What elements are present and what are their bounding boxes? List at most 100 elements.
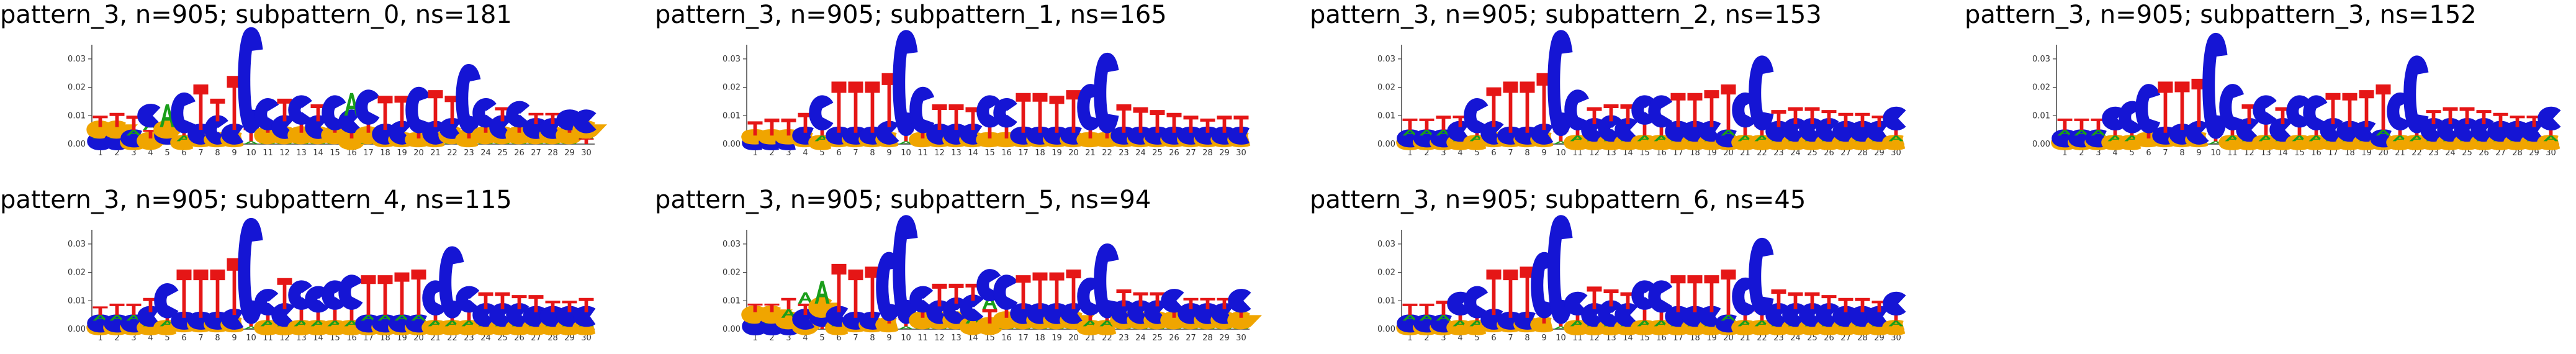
x-tick-label: 7 — [198, 334, 203, 343]
glyph-c — [1570, 298, 1583, 309]
glyph-t — [1637, 118, 1652, 136]
glyph-c — [1587, 124, 1600, 135]
x-tick-label: 24 — [1790, 334, 1801, 343]
x-tick-label: 26 — [1169, 334, 1179, 343]
glyph-c — [2158, 133, 2171, 138]
glyph-t — [865, 81, 880, 133]
x-tick-label: 11 — [2227, 148, 2238, 158]
x-tick-label: 7 — [198, 148, 203, 158]
glyph-t — [2443, 107, 2458, 124]
glyph-a — [160, 104, 175, 127]
glyph-g — [109, 127, 123, 132]
x-tick-label: 5 — [1474, 148, 1479, 158]
glyph-a — [109, 315, 125, 321]
glyph-c — [462, 70, 474, 127]
x-tick-label: 2 — [769, 148, 774, 158]
glyph-t — [2359, 90, 2374, 127]
glyph-g — [1233, 317, 1247, 323]
glyph-c — [2225, 90, 2238, 124]
sequence-logo-chart: 0.000.010.020.031 2 3 4 5 6 7 8 9 10 11 12 13 14 15 16 1… — [723, 216, 1263, 343]
glyph-c — [1420, 135, 1432, 141]
x-tick-label: 16 — [346, 334, 357, 343]
glyph-t — [1855, 112, 1870, 127]
logo-panel-subpattern-1: pattern_3, n=905; subpattern_1, ns=165 0… — [655, 0, 1300, 168]
glyph-c — [127, 320, 139, 326]
x-tick-label: 19 — [1706, 334, 1717, 343]
glyph-c — [1537, 258, 1549, 312]
glyph-t — [210, 98, 225, 122]
y-tick-label: 0.02 — [68, 83, 86, 93]
glyph-c — [1470, 293, 1482, 312]
glyph-c — [512, 107, 525, 122]
glyph-c — [1537, 130, 1549, 138]
x-tick-label: 10 — [1556, 334, 1566, 343]
x-tick-label: 26 — [1169, 148, 1179, 158]
glyph-c — [1604, 306, 1616, 320]
glyph-c — [479, 309, 491, 320]
glyph-c — [2309, 101, 2322, 124]
glyph-c — [2477, 124, 2489, 135]
glyph-c — [311, 293, 323, 307]
sequence-logo-chart: 0.000.010.020.031 2 3 4 5 6 7 8 9 10 11 12 13 14 15 16 1… — [1377, 216, 1918, 343]
x-tick-label: 4 — [803, 334, 808, 343]
glyph-t — [764, 118, 780, 136]
y-tick-label: 0.03 — [1377, 240, 1395, 249]
x-tick-label: 26 — [1824, 334, 1834, 343]
glyph-t — [1654, 121, 1669, 136]
x-tick-label: 2 — [114, 334, 119, 343]
glyph-g — [814, 303, 828, 312]
glyph-c — [428, 127, 441, 138]
glyph-t — [831, 81, 847, 133]
x-tick-label: 13 — [296, 334, 307, 343]
x-tick-label: 2 — [1424, 148, 1429, 158]
x-tick-label: 27 — [2495, 148, 2506, 158]
x-tick-label: 20 — [1068, 148, 1079, 158]
glyph-c — [1637, 101, 1650, 118]
glyph-c — [832, 133, 844, 138]
glyph-t — [126, 116, 142, 130]
x-tick-label: 7 — [1508, 148, 1513, 158]
x-tick-label: 15 — [330, 148, 340, 158]
glyph-c — [194, 130, 206, 138]
x-tick-label: 5 — [1474, 334, 1479, 343]
glyph-c — [1788, 124, 1801, 135]
glyph-t — [1520, 81, 1535, 133]
glyph-c — [210, 121, 223, 138]
x-tick-label: 15 — [330, 334, 340, 343]
x-tick-label: 17 — [363, 334, 374, 343]
glyph-a — [243, 141, 259, 144]
glyph-t — [932, 283, 947, 307]
glyph-t — [1871, 116, 1887, 127]
glyph-t — [1704, 275, 1719, 312]
x-tick-label: 10 — [2210, 148, 2221, 158]
x-tick-label: 29 — [1874, 334, 1885, 343]
glyph-c — [1453, 298, 1466, 309]
glyph-c — [1872, 312, 1885, 321]
y-tick-label: 0.03 — [1377, 55, 1395, 64]
glyph-c — [412, 93, 424, 127]
x-tick-label: 28 — [1202, 334, 1213, 343]
x-tick-label: 13 — [951, 148, 961, 158]
x-tick-label: 27 — [1840, 334, 1851, 343]
glyph-t — [1821, 295, 1837, 309]
glyph-c — [1403, 320, 1415, 326]
x-tick-label: 4 — [148, 148, 153, 158]
x-tick-label: 23 — [464, 334, 474, 343]
x-tick-label: 11 — [1572, 148, 1583, 158]
x-tick-label: 16 — [1656, 148, 1667, 158]
y-tick-label: 0.03 — [68, 240, 86, 249]
glyph-t — [227, 76, 242, 130]
x-tick-label: 22 — [447, 148, 457, 158]
glyph-t — [1183, 116, 1199, 133]
x-tick-label: 29 — [564, 334, 575, 343]
x-tick-label: 27 — [1186, 148, 1196, 158]
glyph-t — [2325, 93, 2341, 124]
glyph-t — [310, 306, 326, 321]
glyph-c — [798, 315, 811, 324]
glyph-t — [143, 297, 158, 312]
glyph-c — [949, 304, 961, 318]
glyph-t — [798, 303, 813, 315]
glyph-t — [1150, 292, 1165, 307]
glyph-g — [881, 324, 895, 327]
x-tick-label: 21 — [1085, 334, 1096, 343]
